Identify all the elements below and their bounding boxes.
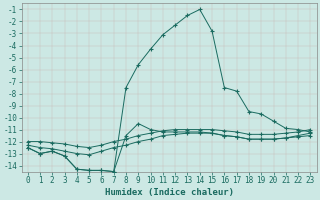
X-axis label: Humidex (Indice chaleur): Humidex (Indice chaleur) (105, 188, 234, 197)
